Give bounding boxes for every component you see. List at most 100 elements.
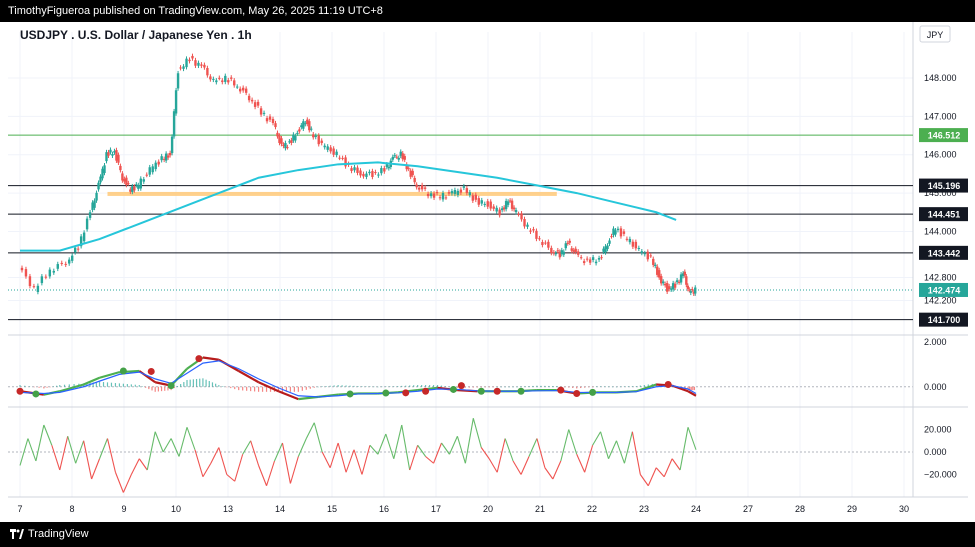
candle-body xyxy=(154,162,157,170)
candle-body xyxy=(95,192,98,201)
candle-body xyxy=(585,258,589,260)
macd-histogram-bar xyxy=(215,383,217,387)
macd-histogram-bar xyxy=(444,386,447,387)
candle-body xyxy=(374,172,377,174)
chart[interactable]: 7 8 9 10 13 14 15 16 17 20 21 22 23 24 27 28 29 30 148.000… xyxy=(8,22,968,522)
candle-body xyxy=(371,171,374,177)
macd-cross-down-dot xyxy=(195,355,203,363)
candle-body xyxy=(314,135,317,137)
macd-histogram-bar xyxy=(293,386,295,392)
candle-body xyxy=(368,171,371,174)
candle-body xyxy=(658,270,661,278)
oscillator-segment xyxy=(647,467,657,486)
publish-line: TimothyFigueroa published on TradingView… xyxy=(8,5,383,17)
oscillator-segment xyxy=(345,449,355,473)
macd-cross-up-dot xyxy=(589,388,597,396)
macd-histogram-bar xyxy=(317,386,319,388)
macd-histogram-bar xyxy=(631,386,633,387)
macd-line-segment xyxy=(278,390,299,401)
macd-tick-label: 0.000 xyxy=(924,382,947,392)
candle-body xyxy=(594,261,598,264)
macd-histogram-bar xyxy=(512,386,514,388)
macd-cross-up-dot xyxy=(382,389,390,397)
candle-body xyxy=(495,207,498,212)
macd-histogram-bar xyxy=(528,386,530,387)
macd-histogram-bar xyxy=(192,379,194,387)
macd-histogram-bar xyxy=(226,386,228,388)
candle-body xyxy=(68,259,71,264)
x-tick-label: 17 xyxy=(431,504,441,514)
candle-body xyxy=(480,200,483,204)
candle-body xyxy=(286,147,289,149)
price-tick-label: 142.800 xyxy=(924,272,957,282)
candle-body xyxy=(397,157,400,160)
candle-body xyxy=(292,134,295,141)
macd-histogram-bar xyxy=(305,386,307,390)
candle-body xyxy=(667,286,671,290)
candle-body xyxy=(107,152,110,156)
macd-cross-down-dot xyxy=(493,387,501,395)
oscillator-segment xyxy=(417,444,427,457)
oscillator-segment xyxy=(297,438,307,457)
oscillator-segment xyxy=(146,431,156,471)
oscillator-segment xyxy=(91,458,101,480)
macd-cross-up-dot xyxy=(119,367,127,375)
macd-histogram-bar xyxy=(114,383,117,387)
macd-cross-down-dot xyxy=(457,382,465,390)
candle-body xyxy=(82,232,86,242)
candle-body xyxy=(111,154,114,156)
candle-body xyxy=(572,250,575,252)
candle-body xyxy=(353,167,356,171)
macd-histogram-bar xyxy=(468,386,470,388)
macd-histogram-bar xyxy=(257,386,260,392)
macd-histogram-bar xyxy=(520,386,522,388)
oscillator-segment xyxy=(568,429,578,455)
candle-body xyxy=(326,146,329,150)
candle-body xyxy=(517,213,520,215)
macd-cross-down-dot xyxy=(147,367,155,375)
macd-histogram-bar xyxy=(436,385,439,387)
macd-histogram-bar xyxy=(635,386,637,387)
candle-body xyxy=(631,241,635,247)
candle-body xyxy=(203,64,206,68)
candle-body xyxy=(570,248,573,251)
candle-body xyxy=(622,231,626,234)
oscillator-segment xyxy=(608,440,617,459)
macd-cross-down-dot xyxy=(573,390,581,397)
oscillator-segment xyxy=(59,436,69,471)
candle-body xyxy=(523,218,526,227)
candle-body xyxy=(341,157,344,159)
macd-histogram-bar xyxy=(59,385,61,387)
candle-body xyxy=(282,144,285,146)
candle-body xyxy=(179,67,182,69)
candle-body xyxy=(529,230,532,232)
oscillator-segment xyxy=(99,438,108,459)
footer: TradingView xyxy=(0,522,975,547)
candle-body xyxy=(637,247,641,249)
macd-histogram-bar xyxy=(134,384,136,387)
candle-body xyxy=(329,147,332,152)
candle-body xyxy=(688,289,691,291)
candle-body xyxy=(387,167,391,169)
candle-body xyxy=(127,183,130,185)
candle-body xyxy=(241,87,245,91)
candle-body xyxy=(256,101,260,106)
macd-histogram-bar xyxy=(28,386,31,387)
candle-body xyxy=(510,200,514,209)
macd-histogram-bar xyxy=(361,386,363,387)
support-zone xyxy=(107,191,557,196)
candle-body xyxy=(123,178,126,182)
macd-histogram-bar xyxy=(218,385,220,387)
candle-body xyxy=(447,192,451,194)
macd-histogram-bar xyxy=(492,386,494,388)
oscillator-segment xyxy=(329,442,339,468)
candle-body xyxy=(312,134,315,138)
candle-body xyxy=(164,153,168,161)
candle-body xyxy=(435,192,439,194)
candle-body xyxy=(608,240,611,244)
macd-tick-label: 2.000 xyxy=(924,337,947,347)
price-tick-label: 146.000 xyxy=(924,150,957,160)
currency-box[interactable] xyxy=(919,25,951,43)
macd-histogram-bar xyxy=(141,386,144,387)
oscillator-segment xyxy=(679,427,689,471)
